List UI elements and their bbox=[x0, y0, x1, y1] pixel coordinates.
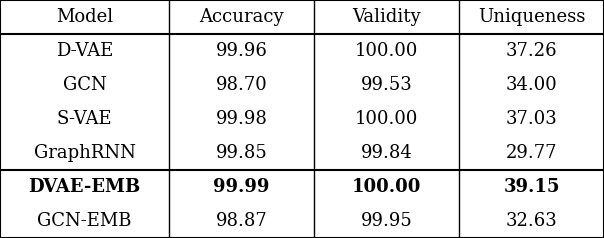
Text: D-VAE: D-VAE bbox=[56, 42, 113, 60]
Text: 37.26: 37.26 bbox=[506, 42, 557, 60]
Text: Accuracy: Accuracy bbox=[199, 8, 284, 26]
Text: 99.98: 99.98 bbox=[216, 110, 268, 128]
Text: S-VAE: S-VAE bbox=[57, 110, 112, 128]
Text: GCN: GCN bbox=[63, 76, 106, 94]
Text: 29.77: 29.77 bbox=[506, 144, 557, 162]
Text: Validity: Validity bbox=[352, 8, 421, 26]
Text: 98.70: 98.70 bbox=[216, 76, 268, 94]
Text: 100.00: 100.00 bbox=[352, 178, 421, 196]
Text: 99.95: 99.95 bbox=[361, 212, 413, 230]
Text: 100.00: 100.00 bbox=[355, 110, 418, 128]
Text: 39.15: 39.15 bbox=[503, 178, 560, 196]
Text: GraphRNN: GraphRNN bbox=[34, 144, 135, 162]
Text: Model: Model bbox=[56, 8, 113, 26]
Text: GCN-EMB: GCN-EMB bbox=[37, 212, 132, 230]
Text: 34.00: 34.00 bbox=[506, 76, 557, 94]
Text: 99.96: 99.96 bbox=[216, 42, 268, 60]
Text: Uniqueness: Uniqueness bbox=[478, 8, 585, 26]
Text: DVAE-EMB: DVAE-EMB bbox=[28, 178, 141, 196]
Text: 37.03: 37.03 bbox=[506, 110, 557, 128]
Text: 99.84: 99.84 bbox=[361, 144, 413, 162]
Text: 32.63: 32.63 bbox=[506, 212, 557, 230]
Text: 99.99: 99.99 bbox=[213, 178, 270, 196]
Text: 100.00: 100.00 bbox=[355, 42, 418, 60]
Text: 98.87: 98.87 bbox=[216, 212, 268, 230]
Text: 99.53: 99.53 bbox=[361, 76, 413, 94]
Text: 99.85: 99.85 bbox=[216, 144, 268, 162]
